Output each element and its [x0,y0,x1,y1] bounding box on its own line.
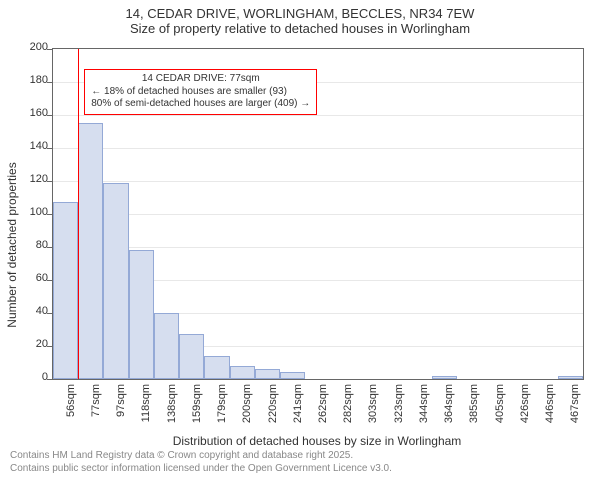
x-tick-label: 241sqm [292,384,304,434]
y-tick-label: 80 [18,239,48,251]
y-tick-label: 0 [18,371,48,383]
x-tick-label: 282sqm [342,384,354,434]
histogram-bar [280,372,305,379]
histogram-bar [53,202,78,379]
histogram-bar [558,376,583,379]
histogram-bar [204,356,229,379]
chart-area: Number of detached properties 14 CEDAR D… [0,40,600,450]
y-tick-label: 200 [18,41,48,53]
callout-line: ← 18% of detached houses are smaller (93… [91,86,310,99]
y-tick-label: 140 [18,140,48,152]
x-tick-label: 323sqm [393,384,405,434]
gridline [53,148,583,149]
gridline [53,181,583,182]
y-tick-label: 60 [18,272,48,284]
reference-line [78,49,79,379]
callout-line: 80% of semi-detached houses are larger (… [91,98,310,111]
y-tick-label: 160 [18,107,48,119]
histogram-bar [432,376,457,379]
x-tick-label: 262sqm [317,384,329,434]
license-text: Contains HM Land Registry data © Crown c… [0,450,600,475]
x-axis-label: Distribution of detached houses by size … [52,434,582,448]
x-tick-label: 467sqm [569,384,581,434]
license-line-1: Contains HM Land Registry data © Crown c… [10,450,590,463]
histogram-bar [179,334,204,379]
x-tick-label: 344sqm [418,384,430,434]
x-tick-label: 138sqm [166,384,178,434]
reference-callout: 14 CEDAR DRIVE: 77sqm← 18% of detached h… [84,69,317,115]
x-tick-label: 303sqm [367,384,379,434]
x-tick-label: 364sqm [443,384,455,434]
license-line-2: Contains public sector information licen… [10,463,590,476]
gridline [53,115,583,116]
x-tick-label: 220sqm [267,384,279,434]
x-tick-label: 159sqm [191,384,203,434]
y-tick-label: 40 [18,305,48,317]
chart-titles: 14, CEDAR DRIVE, WORLINGHAM, BECCLES, NR… [0,0,600,40]
x-tick-label: 200sqm [241,384,253,434]
y-axis-label: Number of detached properties [5,115,19,375]
x-tick-label: 446sqm [544,384,556,434]
callout-line: 14 CEDAR DRIVE: 77sqm [91,73,310,86]
histogram-bar [154,313,179,379]
y-tick-label: 100 [18,206,48,218]
histogram-bar [129,250,154,379]
plot-box: 14 CEDAR DRIVE: 77sqm← 18% of detached h… [52,48,584,380]
title-line-1: 14, CEDAR DRIVE, WORLINGHAM, BECCLES, NR… [0,0,600,21]
x-tick-label: 77sqm [90,384,102,434]
y-tick-label: 120 [18,173,48,185]
x-tick-label: 405sqm [494,384,506,434]
y-tick-label: 20 [18,338,48,350]
x-tick-label: 385sqm [468,384,480,434]
x-tick-label: 179sqm [216,384,228,434]
gridline [53,247,583,248]
x-tick-label: 426sqm [519,384,531,434]
histogram-bar [103,183,128,379]
x-tick-label: 97sqm [115,384,127,434]
x-tick-label: 56sqm [65,384,77,434]
x-tick-label: 118sqm [140,384,152,434]
title-line-2: Size of property relative to detached ho… [0,21,600,40]
histogram-bar [78,123,103,379]
histogram-bar [230,366,255,379]
histogram-bar [255,369,280,379]
gridline [53,214,583,215]
y-tick-label: 180 [18,74,48,86]
